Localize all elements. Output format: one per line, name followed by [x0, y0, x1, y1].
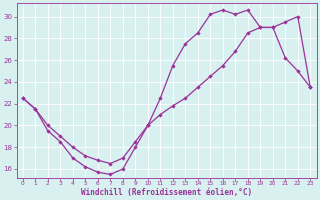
- X-axis label: Windchill (Refroidissement éolien,°C): Windchill (Refroidissement éolien,°C): [81, 188, 252, 197]
